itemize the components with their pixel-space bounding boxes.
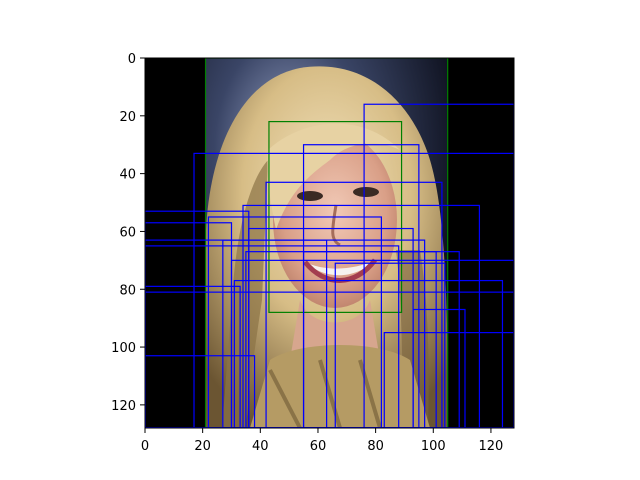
blue-bounding-box xyxy=(334,262,446,428)
green-bounding-box xyxy=(204,58,449,428)
blue-bounding-box xyxy=(145,245,400,428)
y-tick-label: 60 xyxy=(119,225,136,240)
y-tick-label: 0 xyxy=(128,52,136,67)
blue-bounding-box xyxy=(412,308,466,428)
x-tick-label: 80 xyxy=(367,439,384,454)
x-tick-label: 0 xyxy=(141,439,149,454)
blue-bounding-box xyxy=(222,239,426,428)
blue-bounding-box xyxy=(265,181,443,428)
y-tick-label: 80 xyxy=(119,283,136,298)
blue-bounding-box xyxy=(230,259,514,428)
y-axis: 0 20 40 60 80 100 120 xyxy=(111,52,145,414)
blue-bounding-box xyxy=(363,103,514,428)
blue-bounding-box xyxy=(145,291,514,428)
x-tick-label: 40 xyxy=(252,439,269,454)
x-axis: 0 20 40 60 80 100 120 xyxy=(141,428,503,454)
blue-box-layer xyxy=(145,103,514,428)
x-tick-label: 100 xyxy=(421,439,446,454)
image-area xyxy=(145,58,514,428)
y-tick-label: 100 xyxy=(111,341,136,356)
y-tick-label: 120 xyxy=(111,399,136,414)
blue-bounding-box xyxy=(193,152,514,428)
x-tick-label: 120 xyxy=(479,439,504,454)
blue-bounding-box xyxy=(242,204,481,428)
y-tick-label: 40 xyxy=(119,168,136,183)
blue-bounding-box xyxy=(145,355,256,428)
blue-bounding-box xyxy=(245,251,437,428)
y-tick-label: 20 xyxy=(119,110,136,125)
x-tick-label: 60 xyxy=(310,439,327,454)
blue-bounding-box xyxy=(145,285,241,428)
axes-frame xyxy=(144,57,515,429)
blue-bounding-box xyxy=(233,279,504,428)
blue-bounding-box xyxy=(207,216,382,428)
blue-bounding-box xyxy=(383,332,514,428)
x-tick-label: 20 xyxy=(194,439,211,454)
